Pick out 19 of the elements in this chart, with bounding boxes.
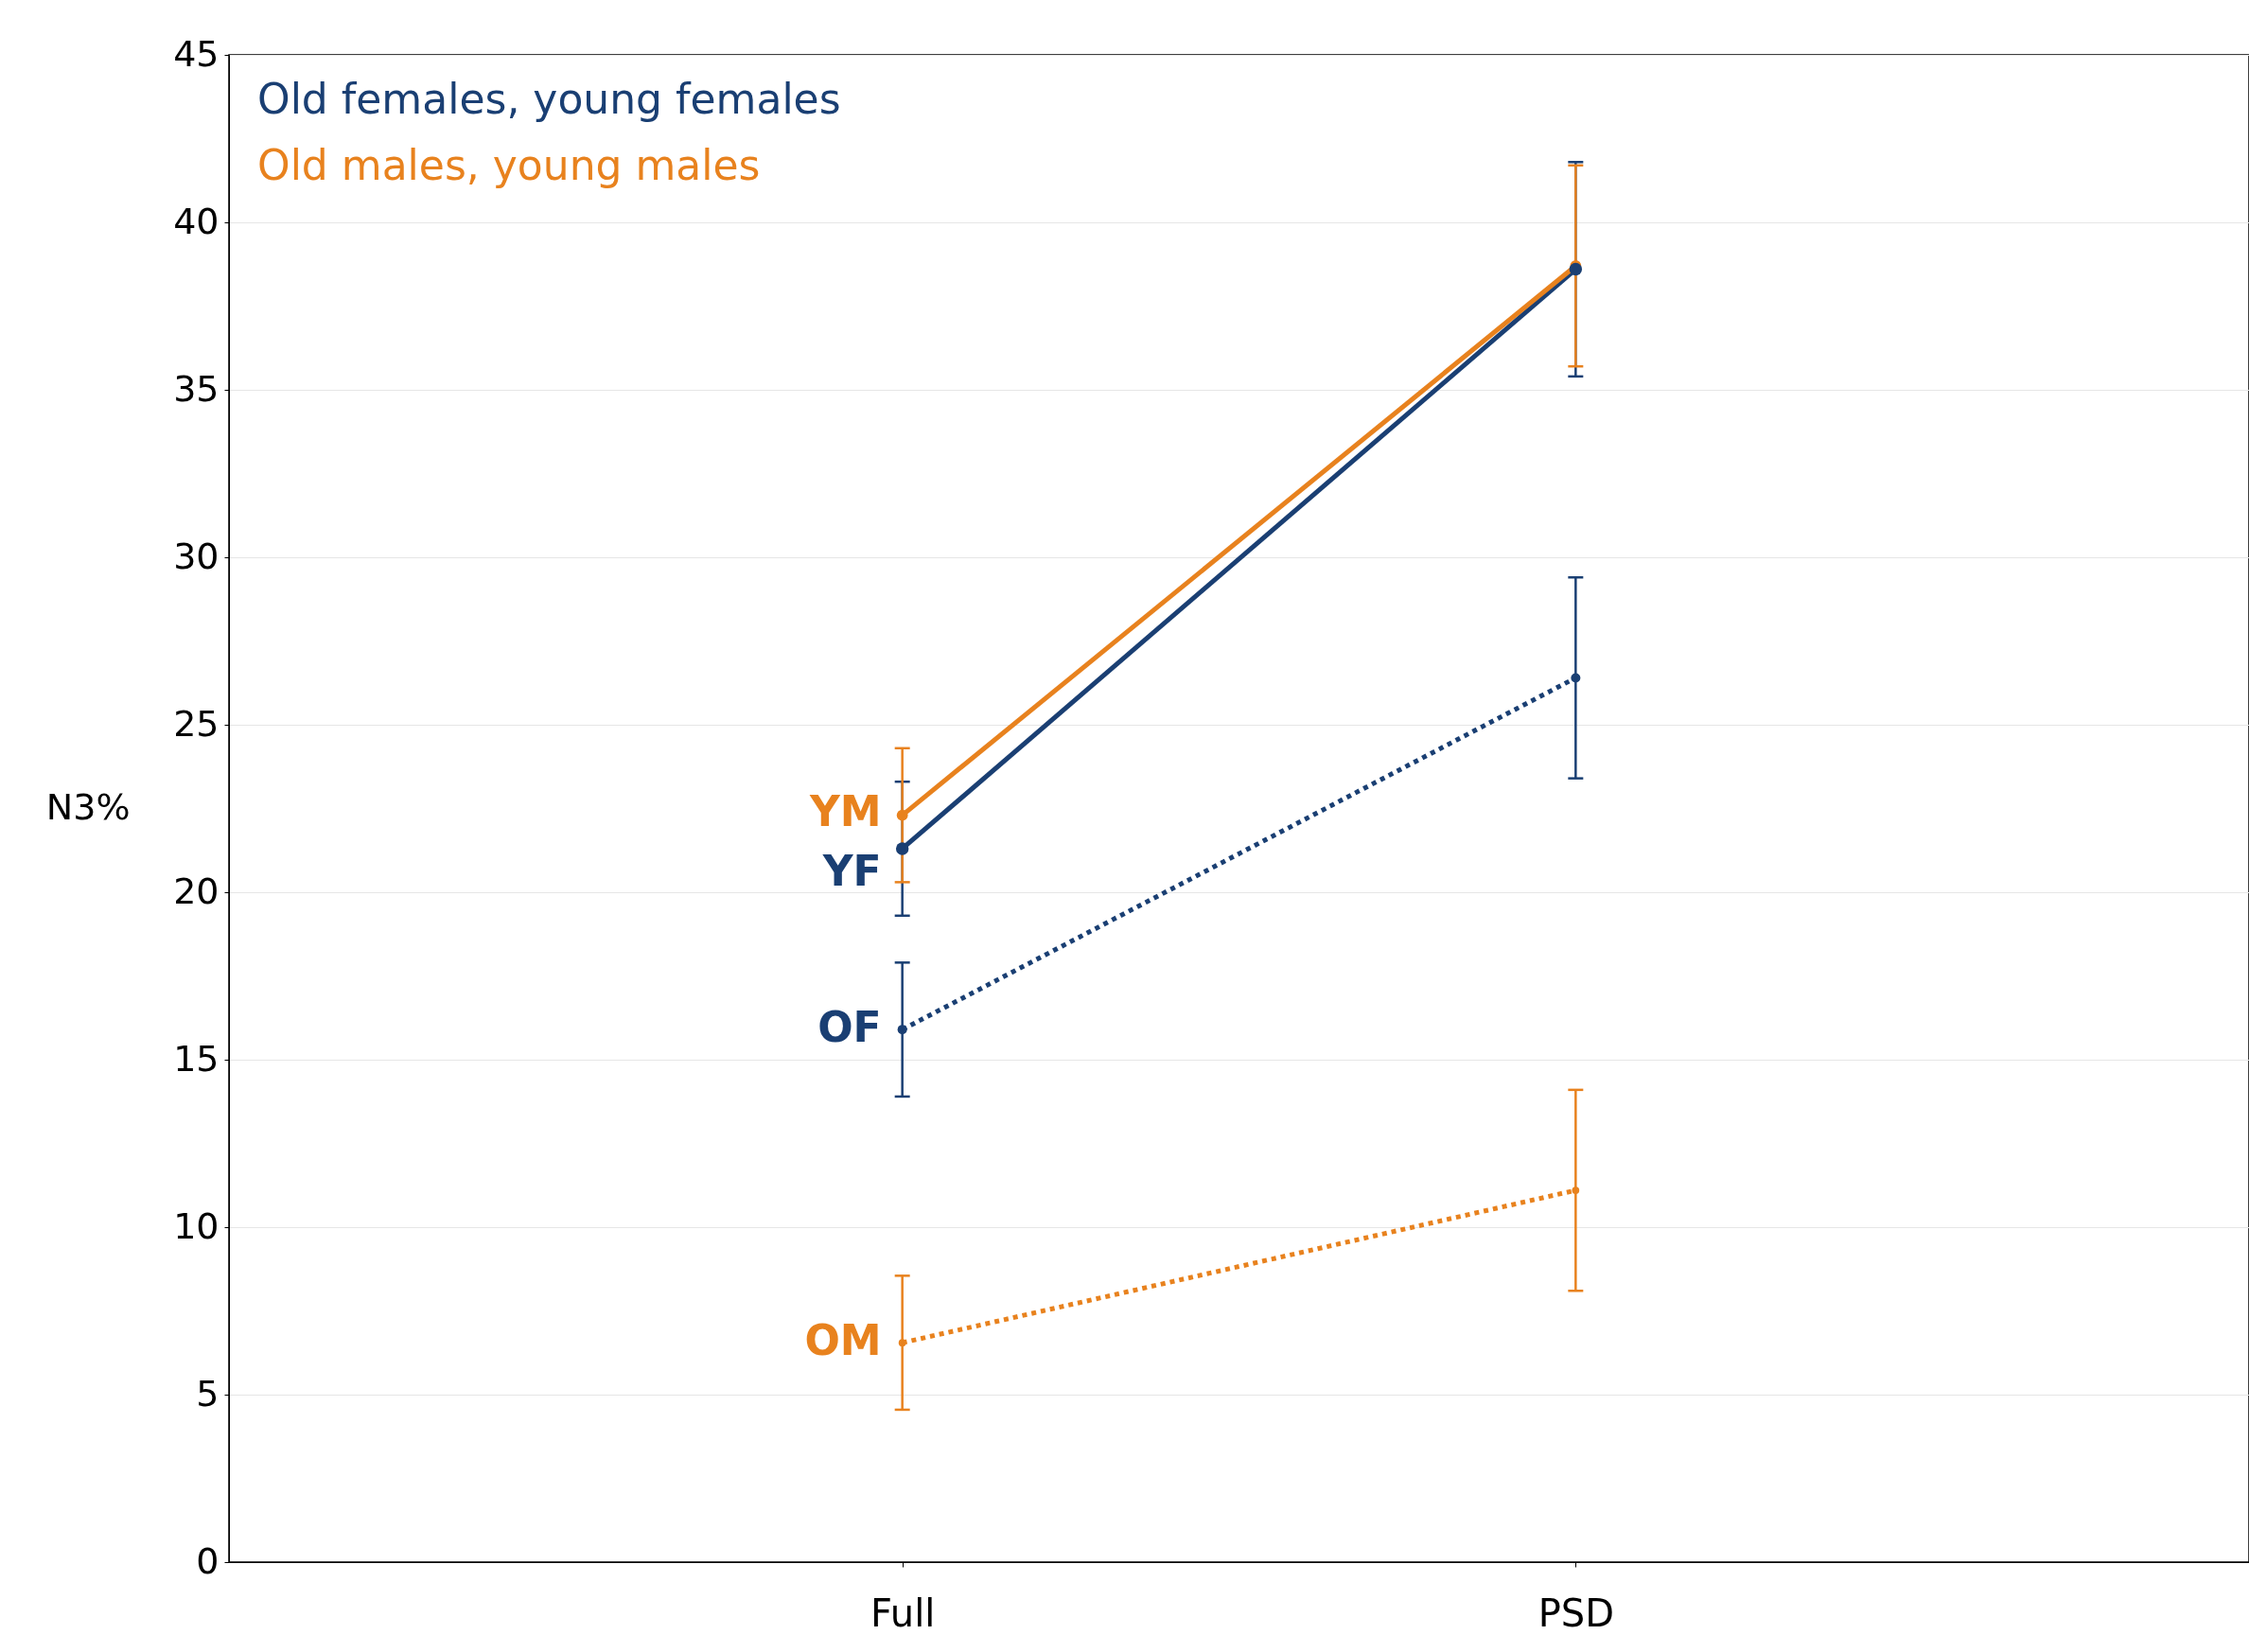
x-tick-label: PSD bbox=[1537, 1590, 1614, 1635]
y-tick-label: 5 bbox=[196, 1372, 220, 1415]
series-label: YM bbox=[809, 786, 882, 835]
y-tick-label: 10 bbox=[173, 1204, 220, 1247]
series-label: OF bbox=[817, 1003, 882, 1052]
series-label: OM bbox=[804, 1316, 882, 1365]
annotation: Old females, young females bbox=[257, 75, 841, 123]
y-tick-label: 30 bbox=[173, 535, 220, 577]
y-tick-label: 15 bbox=[173, 1037, 220, 1080]
y-tick-label: 45 bbox=[173, 32, 220, 75]
series-label: YF bbox=[821, 846, 882, 895]
y-tick-label: 40 bbox=[173, 200, 220, 242]
annotation: Old males, young males bbox=[257, 141, 761, 189]
x-tick-label: Full bbox=[870, 1590, 936, 1635]
y-tick-label: 35 bbox=[173, 367, 220, 410]
y-tick-label: 20 bbox=[173, 870, 220, 912]
y-tick-label: 0 bbox=[196, 1539, 220, 1582]
y-tick-label: 25 bbox=[173, 702, 220, 745]
y-axis-title: N3% bbox=[45, 786, 131, 828]
